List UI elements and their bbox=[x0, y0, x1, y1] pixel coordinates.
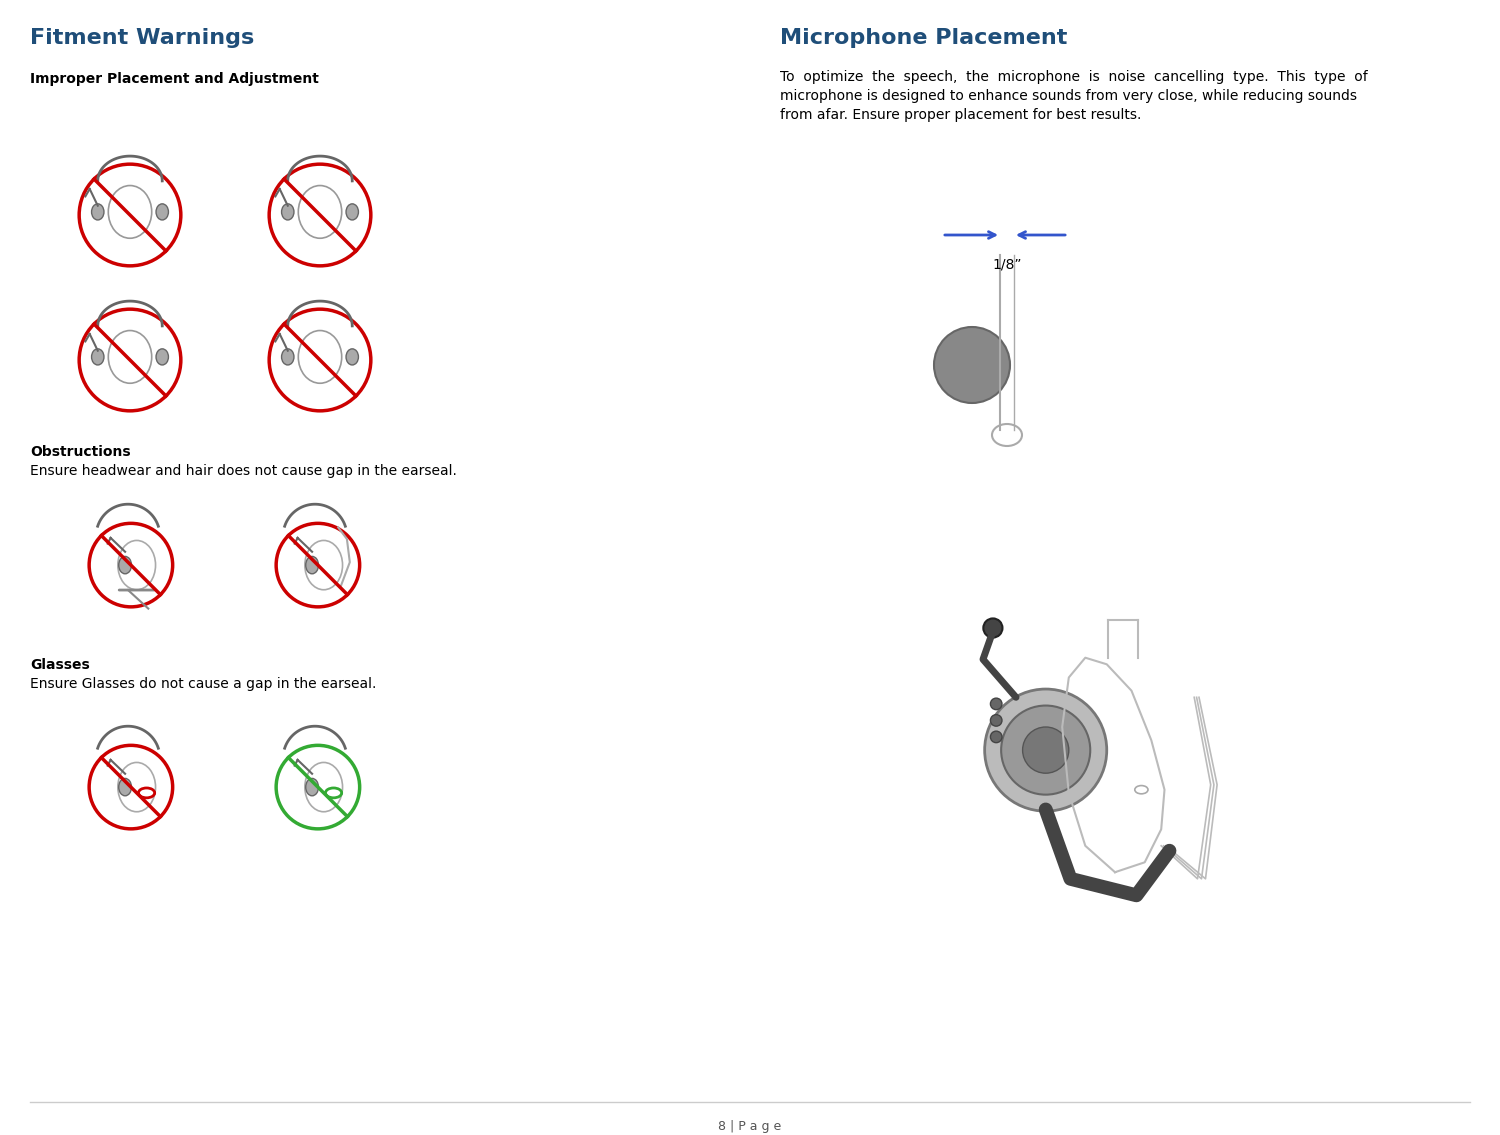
Text: 8 | P a g e: 8 | P a g e bbox=[718, 1120, 782, 1133]
Ellipse shape bbox=[156, 204, 168, 220]
Text: microphone is designed to enhance sounds from very close, while reducing sounds: microphone is designed to enhance sounds… bbox=[780, 89, 1358, 103]
Ellipse shape bbox=[346, 348, 358, 365]
Ellipse shape bbox=[282, 348, 294, 365]
Circle shape bbox=[990, 715, 1002, 726]
Text: 1/8”: 1/8” bbox=[993, 257, 1022, 271]
Ellipse shape bbox=[306, 779, 318, 796]
Circle shape bbox=[990, 731, 1002, 742]
Circle shape bbox=[990, 698, 1002, 709]
Ellipse shape bbox=[118, 556, 132, 574]
Text: Obstructions: Obstructions bbox=[30, 445, 130, 459]
Circle shape bbox=[1000, 706, 1090, 794]
Text: Fitment Warnings: Fitment Warnings bbox=[30, 28, 254, 48]
Ellipse shape bbox=[346, 204, 358, 220]
Ellipse shape bbox=[156, 348, 168, 365]
Circle shape bbox=[934, 327, 1010, 403]
Text: from afar. Ensure proper placement for best results.: from afar. Ensure proper placement for b… bbox=[780, 108, 1142, 121]
Circle shape bbox=[984, 619, 1002, 638]
Circle shape bbox=[984, 689, 1107, 812]
Ellipse shape bbox=[118, 779, 132, 796]
Ellipse shape bbox=[306, 556, 318, 574]
Text: Glasses: Glasses bbox=[30, 658, 90, 672]
Text: Microphone Placement: Microphone Placement bbox=[780, 28, 1068, 48]
Text: Improper Placement and Adjustment: Improper Placement and Adjustment bbox=[30, 72, 320, 86]
Text: Ensure Glasses do not cause a gap in the earseal.: Ensure Glasses do not cause a gap in the… bbox=[30, 676, 376, 691]
Text: To  optimize  the  speech,  the  microphone  is  noise  cancelling  type.  This : To optimize the speech, the microphone i… bbox=[780, 70, 1368, 84]
Circle shape bbox=[1023, 728, 1070, 773]
Text: Ensure headwear and hair does not cause gap in the earseal.: Ensure headwear and hair does not cause … bbox=[30, 464, 457, 478]
Ellipse shape bbox=[92, 204, 104, 220]
Ellipse shape bbox=[282, 204, 294, 220]
Ellipse shape bbox=[92, 348, 104, 365]
